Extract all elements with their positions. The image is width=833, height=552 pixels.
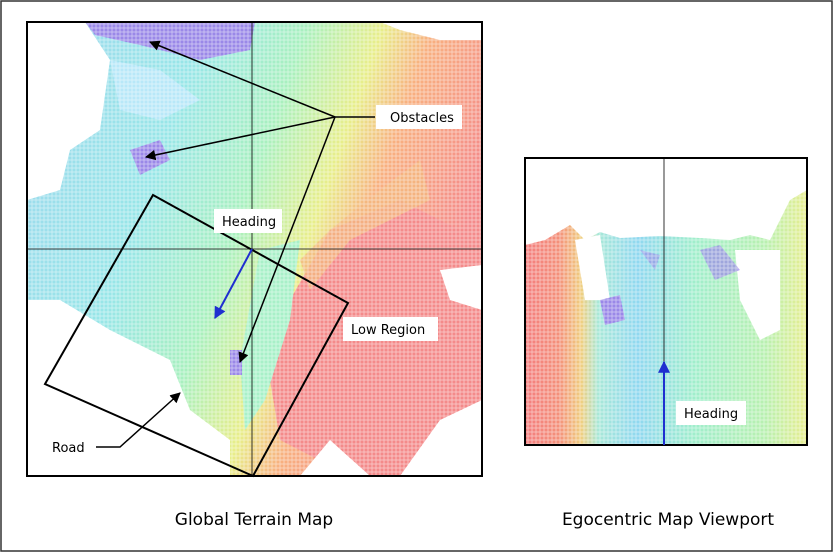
viewport-footprint-rectangle [43, 193, 350, 478]
heading-label-global: Heading [222, 215, 276, 230]
obstacles-leader-2 [144, 116, 336, 161]
low-region-label: Low Region [351, 323, 425, 338]
road-leader [96, 392, 181, 448]
global-heading-arrow [214, 248, 253, 320]
obstacles-label: Obstacles [390, 111, 454, 126]
heading-label-box-ego [676, 401, 746, 425]
heading-label-ego: Heading [684, 407, 738, 422]
heading-label-box-global [214, 209, 282, 233]
obstacles-leader-1 [149, 40, 336, 118]
egocentric-map-caption: Egocentric Map Viewport [562, 510, 774, 530]
road-label-box [44, 435, 96, 459]
obstacles-leader-3 [238, 116, 336, 363]
egocentric-terrain-heatmap [525, 158, 807, 445]
low-region-label-box [343, 317, 438, 341]
road-label: Road [52, 441, 85, 456]
obstacles-label-box [376, 105, 462, 129]
global-map-caption: Global Terrain Map [175, 510, 333, 530]
global-terrain-heatmap [27, 22, 482, 476]
egocentric-viewport-frame [524, 157, 808, 446]
